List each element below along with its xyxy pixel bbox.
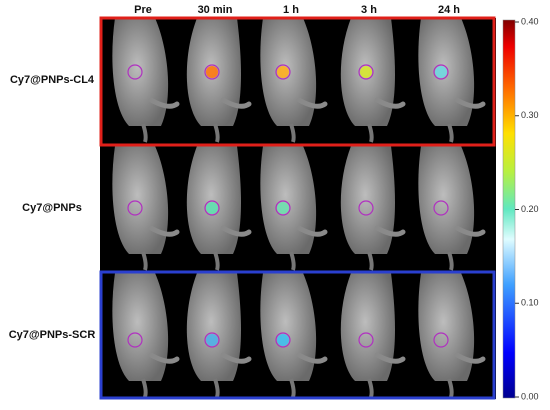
roi-circle	[204, 64, 220, 80]
mouse-body	[418, 146, 475, 254]
mouse-tail	[213, 123, 220, 143]
roi-circle	[358, 64, 374, 80]
mouse-tail	[289, 378, 296, 398]
column-label: 30 min	[198, 4, 233, 16]
roi-circle	[275, 200, 291, 216]
signal	[206, 66, 218, 78]
mouse-body	[260, 146, 317, 254]
signal	[277, 334, 289, 346]
mouse-leg	[296, 352, 328, 364]
mouse-leg	[374, 225, 406, 237]
signal	[360, 66, 372, 78]
column-label: 24 h	[438, 4, 460, 16]
mouse-leg	[296, 97, 328, 109]
mouse-tail	[447, 378, 454, 398]
roi-circle	[204, 332, 220, 348]
mouse-leg	[374, 352, 406, 364]
mouse-tail	[367, 123, 374, 143]
mouse-tail	[213, 251, 220, 271]
roi-circle	[358, 200, 374, 216]
column-label: 3 h	[361, 4, 377, 16]
mouse-tail	[141, 378, 148, 398]
row-label: Cy7@PNPs	[22, 202, 82, 214]
mouse-body	[112, 18, 169, 126]
signal	[277, 66, 289, 78]
mouse-leg	[148, 352, 180, 364]
mouse-tail	[141, 251, 148, 271]
mouse-body	[112, 273, 169, 381]
mouse-tail	[367, 378, 374, 398]
mouse-leg	[374, 97, 406, 109]
roi-circle	[127, 200, 143, 216]
mouse-tail	[141, 123, 148, 143]
mouse-tail	[447, 251, 454, 271]
tick-label: 0.20	[521, 204, 539, 214]
roi-circle	[127, 332, 143, 348]
roi-circle	[127, 64, 143, 80]
mouse-body	[260, 273, 317, 381]
roi-circle	[275, 64, 291, 80]
roi-circle	[275, 332, 291, 348]
roi-circle	[433, 200, 449, 216]
colorbar	[502, 19, 516, 399]
tick-label: 0.10	[521, 298, 539, 308]
mouse-leg	[220, 97, 252, 109]
signal	[277, 202, 289, 214]
highlight-box	[99, 16, 496, 147]
mouse-leg	[296, 225, 328, 237]
column-label: 1 h	[283, 4, 299, 16]
mouse-leg	[148, 225, 180, 237]
mouse-tail	[367, 251, 374, 271]
mouse-leg	[220, 225, 252, 237]
row-label: Cy7@PNPs-CL4	[10, 74, 95, 86]
mouse-leg	[454, 97, 486, 109]
tick-label: 0.00	[521, 391, 539, 401]
mouse-leg	[454, 225, 486, 237]
mouse-body	[340, 146, 395, 254]
column-label: Pre	[134, 4, 152, 16]
mouse-tail	[289, 123, 296, 143]
signal	[206, 202, 218, 214]
mouse-leg	[454, 352, 486, 364]
roi-circle	[433, 64, 449, 80]
mouse-tail	[447, 123, 454, 143]
mouse-tail	[289, 251, 296, 271]
tick-label: 0.30	[521, 110, 539, 120]
mouse-tail	[213, 378, 220, 398]
roi-circle	[433, 332, 449, 348]
signal	[435, 66, 447, 78]
mouse-body	[418, 273, 475, 381]
mouse-body	[340, 273, 395, 381]
mouse-body	[112, 146, 169, 254]
mouse-body	[186, 273, 241, 381]
mouse-leg	[220, 352, 252, 364]
highlight-box	[99, 270, 496, 400]
mouse-leg	[148, 97, 180, 109]
tick-label: 0.40	[521, 16, 539, 26]
roi-circle	[358, 332, 374, 348]
row-label: Cy7@PNPs-SCR	[9, 329, 96, 341]
mouse-body	[186, 146, 241, 254]
signal	[206, 334, 218, 346]
roi-circle	[204, 200, 220, 216]
